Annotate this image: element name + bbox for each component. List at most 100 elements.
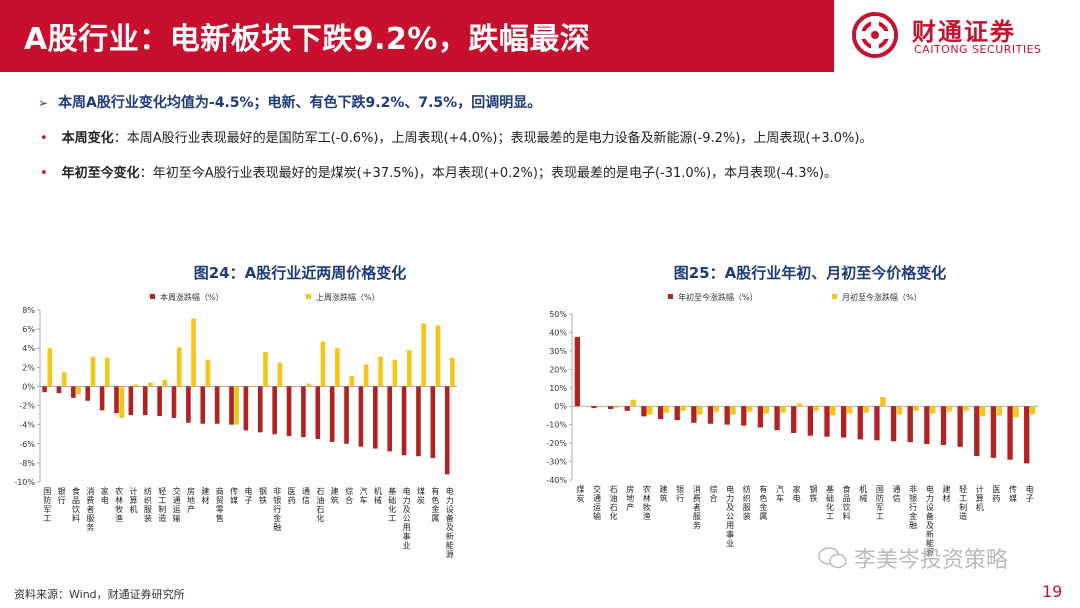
bar-a [85, 386, 91, 401]
logo: 财通证券 CAITONG SECURITIES [828, 0, 1080, 72]
bar-a [791, 406, 797, 433]
bar-a [757, 406, 764, 428]
bullet-dot-icon: • [40, 131, 48, 146]
category-label: 电力及公用事业 [403, 486, 411, 550]
bar-b [47, 348, 53, 387]
category-label: 有色金属 [431, 486, 439, 523]
category-label: 电子 [1026, 484, 1034, 503]
category-label: 银行 [58, 486, 66, 505]
legend-label: 年初至今涨跌幅（%） [678, 292, 758, 302]
category-label: 钢铁 [809, 484, 817, 503]
bar-a [574, 337, 581, 407]
summary-headline: ➢ 本周A股行业变化均值为-4.5%；电新、有色下跌9.2%、7.5%，回调明显。 [38, 92, 541, 112]
category-label: 计算机 [129, 486, 137, 514]
bar-b [796, 403, 803, 407]
category-label: 电力及公用事业 [726, 484, 734, 548]
bar-b [234, 386, 240, 425]
y-tick-label: -4% [19, 421, 35, 430]
y-tick-label: -6% [19, 440, 35, 449]
bar-b [680, 406, 686, 411]
arrow-right-icon: ➢ [38, 96, 49, 110]
bullet-label: 本周变化 [61, 131, 114, 146]
bar-b [763, 406, 770, 414]
bar-b [435, 325, 441, 387]
page-title: A股行业：电新板块下跌9.2%，跌幅最深 [24, 22, 591, 57]
category-label: 建筑 [660, 484, 668, 503]
y-tick-label: -30% [546, 458, 567, 467]
bar-a [641, 406, 647, 417]
bar-b [863, 406, 869, 413]
bar-a [358, 386, 364, 447]
category-label: 机械 [859, 484, 867, 503]
y-tick-label: 10% [549, 384, 567, 393]
bar-a [56, 386, 62, 394]
bar-a [940, 406, 947, 445]
category-label: 汽车 [776, 484, 784, 503]
category-label: 通信 [302, 486, 310, 505]
bar-a [691, 406, 697, 423]
chart1-title: 图24：A股行业近两周价格变化 [193, 264, 407, 282]
bar-a [924, 406, 930, 445]
page-number: 19 [1042, 582, 1063, 601]
category-label: 综合 [345, 486, 353, 505]
bar-a [990, 406, 997, 458]
y-tick-label: -40% [546, 476, 567, 485]
bar-a [229, 386, 234, 425]
legend-label: 月初至今涨跌幅（%） [842, 292, 922, 302]
category-label: 农林牧渔 [643, 484, 651, 521]
y-tick-label: 50% [549, 310, 567, 319]
source-note: 资料来源：Wind，财通证券研究所 [14, 588, 185, 601]
category-label: 国防军工 [876, 485, 884, 521]
header-bar: A股行业：电新板块下跌9.2%，跌幅最深 财通证券 CAITONG SECURI… [0, 0, 1080, 72]
bar-b [913, 406, 919, 411]
bar-b [813, 406, 819, 411]
bar-b [162, 379, 168, 387]
bar-a [114, 386, 119, 414]
bar-a [874, 406, 880, 441]
category-label: 基础化工 [388, 486, 396, 523]
legend-label: 上周涨跌幅（%） [316, 292, 380, 302]
wechat-icon [818, 547, 847, 569]
bar-b [996, 406, 1003, 416]
bullet-text: ：年初至今A股行业表现最好的是煤炭(+37.5%)，本月表现(+0.2%)；表现… [139, 166, 837, 181]
category-label: 电力设备及新能源 [446, 486, 454, 559]
bar-b [780, 406, 786, 413]
bar-b [713, 406, 720, 412]
bar-a [657, 406, 664, 420]
bar-b [946, 406, 953, 412]
category-label: 汽车 [360, 486, 368, 505]
bar-a [774, 406, 780, 431]
bar-b [697, 406, 703, 415]
category-label: 房地产 [626, 484, 634, 512]
category-label: 传媒 [230, 486, 238, 505]
y-tick-label: 2% [22, 363, 35, 372]
bar-b [830, 406, 836, 416]
bar-b [320, 341, 326, 387]
bar-a [200, 386, 206, 424]
bullet-weekly: • 本周变化：本周A股行业表现最好的是国防军工(-0.6%)，上周表现(+4.0%… [40, 127, 872, 146]
bar-b [647, 406, 653, 415]
y-tick-label: 4% [22, 344, 35, 353]
watermark: 李美岑投资策略 [818, 542, 1008, 574]
category-label: 消费者服务 [86, 486, 94, 532]
category-label: 钢铁 [259, 486, 267, 505]
caitong-logo-icon [852, 12, 898, 58]
bar-a [272, 386, 277, 435]
category-label: 非银行金融 [273, 486, 281, 532]
bar-a [214, 386, 220, 424]
category-label: 通信 [893, 484, 901, 503]
bullet-label: 年初至今变化 [61, 166, 140, 181]
category-label: 银行 [676, 484, 684, 503]
bar-a [674, 406, 680, 421]
bar-b [119, 386, 124, 418]
bar-a [286, 386, 292, 437]
y-tick-label: 0% [22, 382, 35, 391]
bar-a [373, 386, 378, 449]
bar-a [142, 386, 148, 416]
category-label: 煤炭 [417, 486, 425, 505]
bar-a [1024, 406, 1030, 464]
category-label: 家电 [793, 484, 801, 503]
category-label: 纺织服装 [743, 484, 751, 521]
bar-b [90, 356, 96, 387]
bar-b [335, 348, 340, 387]
